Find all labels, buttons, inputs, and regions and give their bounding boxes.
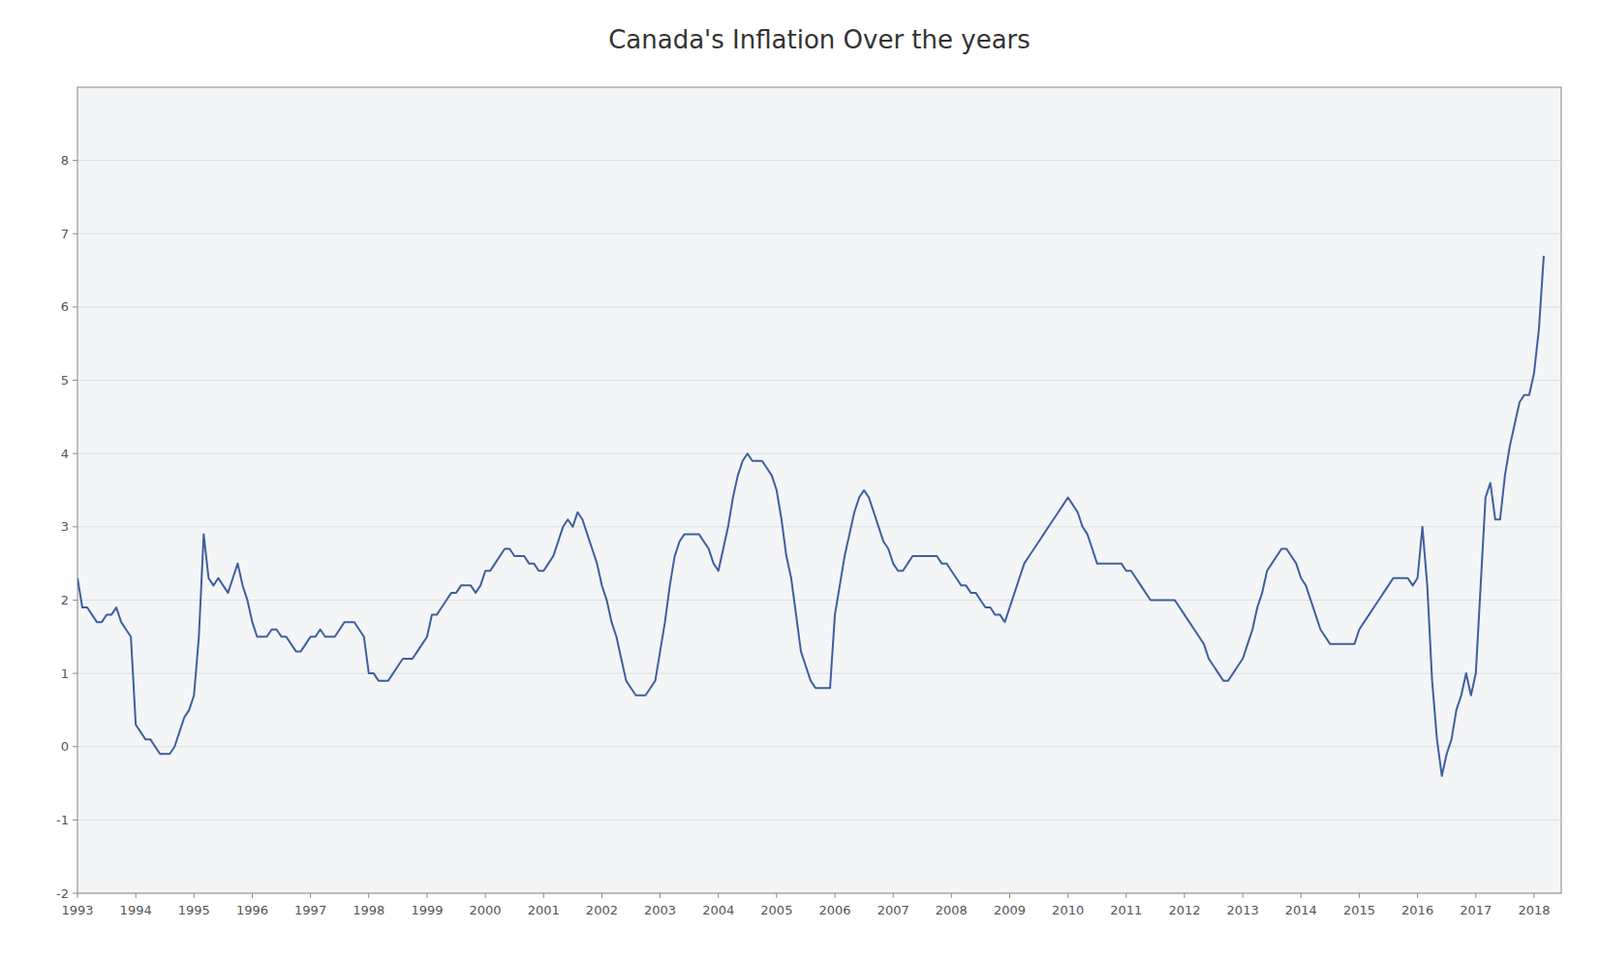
tick-mark	[1242, 892, 1244, 898]
tick-label: 1998	[352, 902, 385, 918]
data-line	[77, 255, 1544, 776]
tick-mark	[77, 892, 79, 898]
tick-mark	[72, 819, 78, 821]
tick-label: 2002	[585, 902, 618, 918]
tick-mark	[72, 745, 78, 747]
tick-mark	[601, 892, 603, 898]
tick-mark	[426, 892, 428, 898]
tick-mark	[892, 892, 894, 898]
tick-label: 2005	[760, 902, 793, 918]
tick-mark	[543, 892, 545, 898]
tick-label: 6	[61, 299, 69, 314]
grid-line	[77, 599, 1562, 601]
grid-line	[77, 525, 1562, 527]
tick-mark	[72, 233, 78, 235]
axes: -2 -1 0 1 2 3 4 5 6 7 8 1993 1994 1995 1996 1997 1998 199…	[56, 153, 1550, 918]
tick-label: 2001	[527, 902, 560, 918]
tick-mark	[72, 379, 78, 381]
tick-label: -1	[56, 812, 69, 828]
tick-label: 2013	[1227, 902, 1260, 918]
tick-mark	[72, 306, 78, 308]
tick-mark	[368, 892, 370, 898]
tick-mark	[1183, 892, 1185, 898]
grid-line	[77, 745, 1562, 747]
title: Canada's Inflation Over the years	[608, 25, 1031, 55]
tick-label: 1996	[236, 902, 269, 918]
tick-mark	[717, 892, 719, 898]
tick-label: 7	[61, 226, 69, 242]
chart: Canada's Inflation Over the years -2 -1 0 1 2…	[0, 0, 1600, 961]
tick-label: 1993	[61, 902, 93, 918]
tick-mark	[251, 892, 253, 898]
tick-label: 2016	[1401, 902, 1434, 918]
tick-label: 2017	[1459, 902, 1492, 918]
tick-mark	[72, 892, 78, 894]
tick-mark	[72, 525, 78, 527]
tick-label: 2012	[1168, 902, 1200, 918]
tick-mark	[1358, 892, 1360, 898]
grid-line	[77, 306, 1562, 308]
tick-mark	[1009, 892, 1011, 898]
grid-line	[77, 233, 1562, 235]
grid-line	[77, 819, 1562, 821]
tick-label: 0	[61, 738, 69, 754]
tick-label: 2004	[702, 902, 735, 918]
grid-line	[77, 453, 1562, 455]
tick-mark	[309, 892, 311, 898]
tick-label: 1995	[178, 902, 211, 918]
plot-frame	[77, 87, 1562, 893]
tick-label: 2010	[1051, 902, 1084, 918]
tick-mark	[72, 453, 78, 455]
data-layer	[77, 255, 1544, 776]
tick-label: 2014	[1285, 902, 1318, 918]
tick-label: 1	[61, 666, 69, 681]
tick-mark	[135, 892, 137, 898]
tick-label: 2018	[1517, 902, 1550, 918]
tick-label: 2015	[1343, 902, 1376, 918]
tick-mark	[72, 159, 78, 161]
tick-label: 2000	[469, 902, 502, 918]
tick-mark	[485, 892, 487, 898]
tick-mark	[193, 892, 195, 898]
tick-label: 2011	[1109, 902, 1142, 918]
tick-label: 4	[61, 446, 69, 462]
grid-line	[77, 673, 1562, 675]
tick-label: -2	[56, 886, 69, 901]
tick-mark	[1533, 892, 1535, 898]
tick-mark	[72, 673, 78, 675]
tick-label: 1999	[410, 902, 443, 918]
tick-label: 1994	[120, 902, 153, 918]
tick-mark	[1416, 892, 1418, 898]
tick-label: 3	[61, 519, 69, 534]
grid	[77, 160, 1562, 893]
tick-mark	[1067, 892, 1069, 898]
tick-label: 2003	[644, 902, 677, 918]
tick-label: 2006	[818, 902, 851, 918]
tick-mark	[951, 892, 953, 898]
tick-mark	[1125, 892, 1127, 898]
tick-mark	[775, 892, 777, 898]
tick-mark	[834, 892, 836, 898]
tick-label: 8	[61, 153, 69, 168]
tick-label: 2	[61, 592, 69, 608]
tick-label: 2009	[993, 902, 1026, 918]
tick-mark	[72, 599, 78, 601]
tick-mark	[1300, 892, 1302, 898]
tick-label: 2008	[935, 902, 968, 918]
tick-mark	[659, 892, 661, 898]
tick-label: 2007	[877, 902, 910, 918]
tick-label: 1997	[294, 902, 327, 918]
grid-line	[77, 159, 1562, 161]
plot-background	[77, 87, 1562, 893]
grid-line	[77, 379, 1562, 381]
tick-mark	[1475, 892, 1477, 898]
tick-label: 5	[61, 372, 69, 388]
